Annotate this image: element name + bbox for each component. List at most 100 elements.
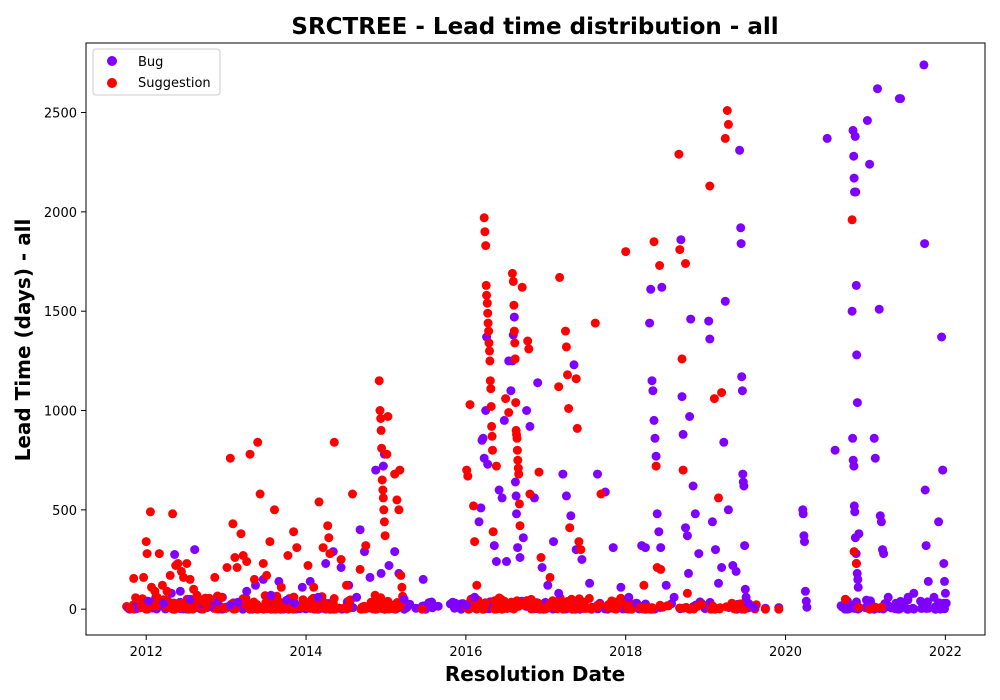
data-point-suggestion (682, 588, 692, 598)
data-point-suggestion (242, 557, 252, 566)
data-point-suggestion-dense (298, 595, 308, 605)
x-tick-label: 2012 (130, 645, 163, 660)
data-point-bug (511, 491, 521, 501)
data-point-suggestion (723, 119, 733, 129)
data-point-suggestion (265, 537, 275, 547)
data-point-bug (554, 588, 564, 598)
data-point-bug (502, 557, 511, 566)
data-point-suggestion (361, 541, 371, 551)
data-point-bug (852, 350, 862, 360)
data-point-suggestion (202, 600, 212, 610)
data-point-suggestion (681, 259, 690, 268)
data-point-bug (879, 549, 889, 559)
data-point-bug (549, 537, 558, 547)
data-point-bug (738, 469, 748, 479)
legend-label-suggestion: Suggestion (138, 76, 211, 91)
data-point-bug (462, 600, 472, 610)
data-point-suggestion (262, 570, 272, 580)
data-point-bug-dense (427, 603, 437, 613)
data-point-suggestion (774, 604, 784, 614)
data-point-bug (735, 145, 745, 155)
data-point-suggestion-dense (578, 603, 588, 613)
data-point-suggestion (380, 531, 390, 541)
data-point-bug (676, 235, 686, 245)
data-point-bug (499, 415, 509, 425)
data-point-bug (170, 550, 180, 559)
data-point-suggestion (561, 326, 570, 336)
data-point-suggestion-dense (249, 603, 259, 613)
data-point-suggestion (574, 537, 584, 547)
legend: Bug Suggestion (92, 48, 221, 96)
data-point-bug (652, 509, 662, 519)
data-point-bug (874, 304, 884, 314)
data-point-suggestion (876, 602, 886, 612)
data-point-bug (450, 603, 459, 613)
data-point-suggestion (480, 227, 490, 237)
data-point-bug (688, 481, 698, 491)
data-point-suggestion (649, 237, 659, 247)
data-point-suggestion (482, 298, 492, 308)
data-point-bug (941, 598, 951, 608)
data-point-bug (731, 566, 741, 576)
data-point-bug (690, 509, 700, 519)
data-point-suggestion (512, 445, 522, 455)
data-point-bug (640, 543, 650, 553)
data-point-suggestion (717, 388, 727, 398)
data-point-bug (921, 541, 931, 551)
data-point-suggestion (258, 559, 268, 568)
data-point-bug (916, 596, 926, 606)
data-point-bug (896, 94, 905, 104)
data-point-bug (851, 280, 861, 290)
data-point-bug (537, 563, 547, 572)
data-point-suggestion (236, 529, 246, 539)
data-point-suggestion (488, 445, 497, 455)
data-point-suggestion (382, 449, 392, 459)
data-point-bug (616, 582, 626, 592)
data-point-bug (870, 453, 880, 463)
data-point-bug (593, 469, 602, 479)
data-point-suggestion (488, 527, 498, 537)
data-point-suggestion (182, 559, 192, 568)
data-point-bug (848, 433, 858, 443)
data-point-bug (705, 334, 715, 344)
data-point-suggestion (658, 602, 668, 612)
data-point-bug (384, 561, 394, 570)
data-point-bug (739, 481, 749, 491)
data-point-bug (399, 594, 409, 604)
y-tick-label: 2000 (44, 206, 77, 221)
data-point-suggestion (168, 509, 178, 519)
data-point-bug (737, 386, 747, 396)
y-axis: 0 500 1000 1500 2000 2500 (44, 107, 86, 618)
legend-marker-suggestion (107, 78, 117, 88)
data-point-bug (513, 543, 523, 553)
data-point-suggestion (714, 493, 723, 503)
data-point-suggestion (510, 338, 520, 348)
data-point-bug (694, 549, 704, 559)
data-point-suggestion-dense (587, 602, 597, 612)
data-point-bug (798, 509, 808, 519)
data-point-suggestion (674, 149, 684, 159)
data-point-suggestion-dense (395, 602, 404, 612)
data-point-suggestion (355, 564, 365, 574)
data-point-suggestion (571, 374, 581, 384)
data-point-suggestion (854, 602, 864, 612)
data-point-suggestion (555, 272, 565, 282)
data-point-suggestion (840, 594, 850, 604)
data-point-suggestion (536, 553, 546, 562)
data-point-suggestion-dense (377, 595, 386, 605)
data-point-suggestion-dense (326, 604, 336, 614)
data-point-suggestion (517, 282, 527, 292)
data-point-bug (533, 378, 543, 388)
data-point-bug (543, 580, 553, 590)
data-point-suggestion (283, 551, 293, 560)
data-point-bug (569, 360, 579, 370)
data-point-suggestion (397, 582, 407, 592)
data-point-bug (873, 84, 882, 94)
data-point-bug (143, 596, 153, 606)
data-point-suggestion (141, 537, 151, 547)
data-point-suggestion (482, 290, 492, 300)
data-point-suggestion (727, 598, 737, 608)
data-point-bug (418, 574, 428, 584)
y-tick-label: 0 (69, 603, 77, 618)
